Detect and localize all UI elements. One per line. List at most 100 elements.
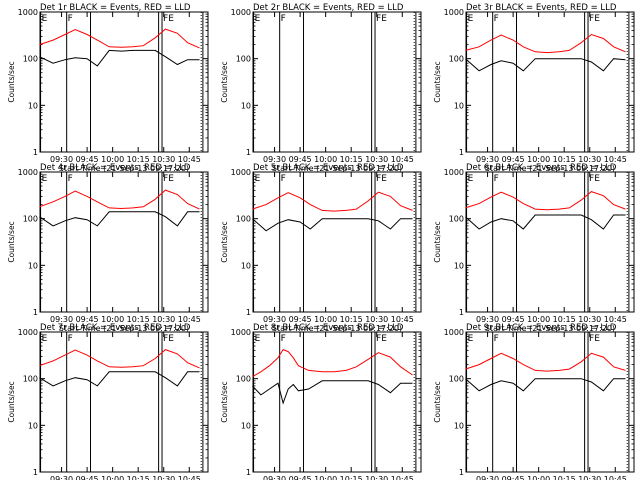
x-tick-label: 09:45 — [289, 315, 312, 324]
y-tick-label: 1000 — [444, 328, 464, 337]
y-tick-label: 10 — [454, 261, 464, 270]
event-marker: E — [255, 14, 261, 24]
y-tick-label: 100 — [23, 215, 38, 224]
chart-title: Det 6r BLACK = Events, RED = LLD — [466, 163, 617, 173]
x-tick-label: 10:30 — [578, 475, 601, 480]
series-line — [252, 348, 413, 378]
y-axis-label: Counts/sec — [433, 381, 442, 422]
y-tick-label: 1000 — [18, 8, 38, 17]
event-marker: F — [68, 174, 73, 184]
x-tick-label: 10:00 — [314, 475, 337, 480]
y-tick-label: 100 — [236, 55, 251, 64]
event-marker: FE — [163, 174, 174, 184]
y-tick-label: 10 — [28, 261, 38, 270]
y-tick-label: 1 — [33, 468, 38, 477]
x-tick-label: 10:15 — [553, 475, 576, 480]
y-tick-label: 1 — [459, 308, 464, 317]
y-tick-label: 1 — [33, 308, 38, 317]
y-axis-label: Counts/sec — [433, 221, 442, 262]
x-tick-label: 10:00 — [527, 475, 550, 480]
x-tick-label: 09:30 — [476, 155, 499, 164]
x-tick-label: 09:45 — [289, 475, 312, 480]
event-marker: E — [255, 174, 261, 184]
series-line — [39, 371, 200, 387]
y-tick-label: 1 — [459, 468, 464, 477]
y-axis-label: Counts/sec — [220, 221, 229, 262]
y-tick-label: 100 — [236, 375, 251, 384]
x-axis-label: Start Time (21-Sep-13 09:17:20) — [59, 324, 189, 333]
event-marker: FE — [589, 14, 600, 24]
series-line — [465, 33, 626, 54]
y-tick-label: 10 — [454, 101, 464, 110]
chart-panel: Det 6r BLACK = Events, RED = LLD 1 10 100 10… — [433, 163, 635, 333]
y-tick-label: 100 — [449, 55, 464, 64]
event-marker: E — [468, 334, 474, 344]
x-tick-label: 10:45 — [391, 475, 414, 480]
x-tick-label: 10:00 — [314, 155, 337, 164]
y-tick-label: 10 — [241, 421, 251, 430]
chart-panel: Det 2r BLACK = Events, RED = LLD 1 10 100 10… — [220, 3, 422, 173]
x-axis-label: Start Time (21-Sep-13 09:17:20) — [272, 324, 402, 333]
x-tick-label: 10:45 — [604, 475, 627, 480]
x-tick-label: 10:30 — [578, 155, 601, 164]
chart-panel: Det 3r BLACK = Events, RED = LLD 1 10 100 10… — [433, 3, 635, 173]
chart-title: Det 1r BLACK = Events, RED = LLD — [40, 3, 191, 13]
y-axis-label: Counts/sec — [433, 61, 442, 102]
event-marker: F — [68, 334, 73, 344]
event-marker: E — [42, 14, 48, 24]
x-tick-label: 10:00 — [101, 155, 124, 164]
plot-frame — [252, 331, 422, 473]
x-tick-label: 10:15 — [127, 315, 150, 324]
series-line — [39, 349, 200, 369]
y-tick-label: 100 — [449, 215, 464, 224]
x-tick-label: 09:45 — [76, 155, 99, 164]
x-tick-label: 09:45 — [502, 155, 525, 164]
chart-title: Det 2r BLACK = Events, RED = LLD — [253, 3, 404, 13]
event-marker: FE — [376, 334, 387, 344]
y-tick-label: 1000 — [444, 8, 464, 17]
x-tick-label: 10:00 — [101, 315, 124, 324]
series-line — [465, 58, 626, 72]
y-axis-label: Counts/sec — [7, 61, 16, 102]
x-tick-label: 09:45 — [502, 315, 525, 324]
x-axis-label: Start Time (21-Sep-13 09:17:20) — [272, 164, 402, 173]
series-line — [252, 191, 413, 212]
event-marker: F — [281, 334, 286, 344]
x-tick-label: 10:15 — [127, 475, 150, 480]
chart-title: Det 9r BLACK = Events, RED = LLD — [466, 323, 617, 333]
chart-panel: Det 1r BLACK = Events, RED = LLD 1 10 100 10… — [7, 3, 209, 173]
y-tick-label: 100 — [23, 375, 38, 384]
y-axis-label: Counts/sec — [7, 381, 16, 422]
x-tick-label: 10:30 — [152, 315, 175, 324]
y-tick-label: 1000 — [18, 168, 38, 177]
x-tick-label: 10:30 — [365, 155, 388, 164]
x-tick-label: 09:45 — [289, 155, 312, 164]
y-tick-label: 1000 — [444, 168, 464, 177]
x-tick-label: 10:45 — [604, 315, 627, 324]
x-tick-label: 10:45 — [178, 315, 201, 324]
plot-frame — [465, 11, 635, 153]
plot-frame — [465, 331, 635, 473]
x-tick-label: 09:30 — [263, 475, 286, 480]
plot-frame — [465, 171, 635, 313]
x-axis-label: Start Time (21-Sep-13 09:17:20) — [59, 164, 189, 173]
series-line — [465, 214, 626, 230]
x-tick-label: 09:45 — [76, 475, 99, 480]
x-tick-label: 10:30 — [365, 475, 388, 480]
series-line — [39, 189, 200, 210]
event-marker: E — [42, 334, 48, 344]
x-tick-label: 10:15 — [553, 155, 576, 164]
event-marker: E — [468, 14, 474, 24]
x-tick-label: 09:30 — [263, 315, 286, 324]
x-tick-label: 10:00 — [101, 475, 124, 480]
event-marker: FE — [589, 174, 600, 184]
chart-title: Det 5r BLACK = Events, RED = LLD — [253, 163, 404, 173]
event-marker: FE — [376, 14, 387, 24]
y-tick-label: 1000 — [231, 8, 251, 17]
event-marker: E — [42, 174, 48, 184]
y-axis-label: Counts/sec — [7, 221, 16, 262]
y-tick-label: 1 — [246, 308, 251, 317]
plot-frame — [252, 11, 422, 153]
